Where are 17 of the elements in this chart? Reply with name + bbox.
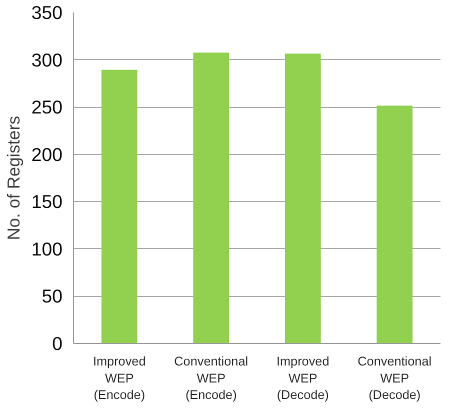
y-tick-label: 150 bbox=[31, 191, 63, 212]
bar bbox=[101, 70, 138, 344]
y-tick-label: 250 bbox=[31, 96, 63, 118]
x-tick-label: Improved WEP (Encode) bbox=[92, 354, 146, 402]
y-axis-title: No. of Registers bbox=[3, 116, 24, 240]
bar bbox=[193, 52, 230, 344]
y-tick-label: 200 bbox=[31, 144, 63, 165]
bar bbox=[284, 54, 321, 344]
y-tick-label: 100 bbox=[31, 238, 63, 260]
x-tick-label: Conventional WEP (Decode) bbox=[358, 354, 432, 402]
bar bbox=[376, 106, 413, 344]
y-tick-label: 0 bbox=[52, 333, 63, 354]
x-tick-label: Conventional WEP (Encode) bbox=[174, 354, 248, 402]
y-tick-label: 300 bbox=[31, 49, 63, 70]
x-tick-label: Improved WEP (Decode) bbox=[276, 354, 330, 402]
y-tick-label: 350 bbox=[31, 2, 63, 23]
y-tick-label: 50 bbox=[42, 286, 63, 307]
